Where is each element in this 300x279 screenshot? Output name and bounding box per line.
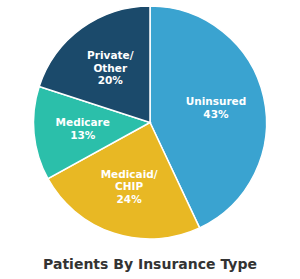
slice — [48, 123, 200, 239]
slice-labels: Uninsured43% Medicaid/CHIP24% Medicare13% P… — [56, 49, 247, 205]
slice-category: CHIP — [115, 180, 143, 192]
slice-label: Medicaid/CHIP24% — [101, 168, 158, 205]
slice — [39, 6, 150, 123]
slice-category: Uninsured — [186, 95, 247, 107]
slice-value: 43% — [203, 108, 229, 120]
slice-label: Private/Other20% — [87, 49, 134, 86]
slice-label: Medicare13% — [56, 116, 110, 141]
pie — [34, 6, 267, 239]
slice-category: Other — [93, 62, 128, 74]
slice-value: 20% — [98, 74, 124, 86]
slice-value: 13% — [70, 129, 96, 141]
slice-label: Uninsured43% — [186, 95, 247, 120]
title: Patients By Insurance Type — [43, 256, 257, 272]
slice-category: Private/ — [87, 49, 134, 61]
chart: Uninsured43% Medicaid/CHIP24% Medicare13% P… — [0, 0, 300, 279]
slice-value: 24% — [117, 193, 143, 205]
slice-category: Medicare — [56, 116, 110, 128]
slice-category: Medicaid/ — [101, 168, 158, 180]
